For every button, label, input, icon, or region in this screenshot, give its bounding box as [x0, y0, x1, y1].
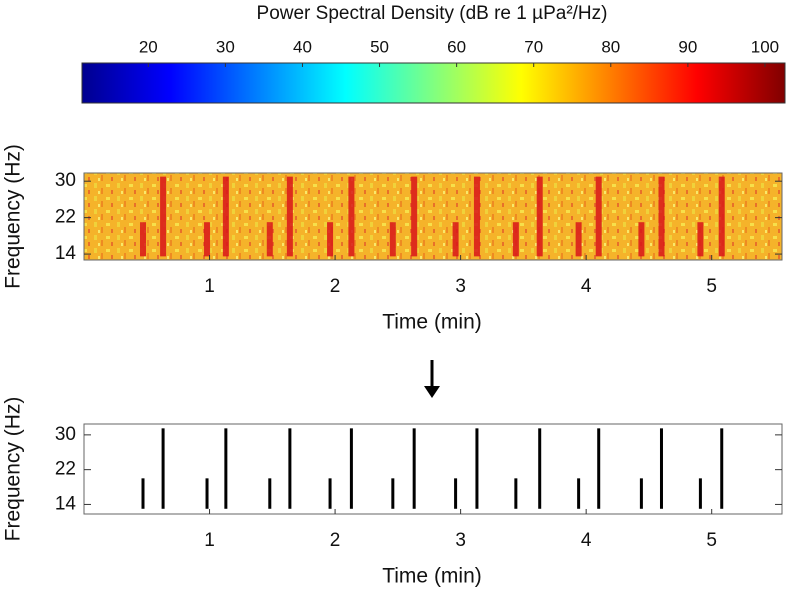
call	[204, 222, 211, 257]
call	[389, 222, 396, 257]
call	[412, 428, 416, 509]
call	[718, 176, 725, 257]
x-tick-label: 4	[581, 276, 592, 297]
plot-area	[83, 423, 783, 515]
y-axis-label: Frequency (Hz)	[2, 397, 25, 542]
call	[475, 428, 479, 509]
arrow-head	[424, 386, 440, 398]
colorbar-tick-label: 30	[216, 37, 235, 56]
call	[452, 222, 459, 257]
call	[658, 176, 665, 257]
call	[348, 176, 355, 257]
call	[659, 428, 663, 509]
call	[597, 428, 601, 509]
call	[720, 428, 724, 509]
call	[349, 428, 353, 509]
y-tick-label: 14	[55, 493, 77, 514]
x-tick-label: 5	[706, 276, 717, 297]
call	[327, 222, 334, 257]
call	[698, 478, 702, 509]
call	[577, 478, 581, 509]
y-tick-label: 30	[55, 424, 76, 445]
colorbar-tick-label: 80	[601, 37, 620, 56]
call	[638, 222, 645, 257]
call	[514, 478, 518, 509]
x-axis-label: Time (min)	[382, 311, 482, 334]
call	[286, 176, 293, 257]
colorbar-tick-label: 20	[139, 37, 158, 56]
colorbar-tick-label: 90	[678, 37, 697, 56]
call	[595, 176, 602, 257]
call	[411, 176, 418, 257]
call	[161, 428, 165, 509]
call	[639, 478, 643, 509]
call	[140, 222, 147, 257]
x-tick-label: 1	[204, 276, 215, 297]
call	[224, 428, 228, 509]
call	[538, 428, 542, 509]
x-tick-label: 4	[581, 530, 592, 551]
call	[222, 176, 229, 257]
x-tick-label: 1	[204, 530, 215, 551]
x-tick-label: 2	[330, 530, 341, 551]
x-tick-label: 5	[706, 530, 717, 551]
y-tick-label: 14	[55, 243, 77, 264]
call	[288, 428, 292, 509]
call	[575, 222, 582, 257]
call	[697, 222, 704, 257]
call	[391, 478, 395, 509]
call	[160, 176, 167, 257]
call	[454, 478, 458, 509]
x-tick-label: 2	[330, 276, 341, 297]
y-tick-label: 22	[55, 207, 76, 228]
y-tick-label: 22	[55, 459, 76, 480]
call	[205, 478, 209, 509]
x-axis-label: Time (min)	[382, 565, 482, 588]
colorbar-tick-label: 60	[447, 37, 466, 56]
x-tick-label: 3	[455, 276, 466, 297]
call	[473, 176, 480, 257]
plot-area	[83, 172, 783, 261]
x-tick-label: 3	[455, 530, 466, 551]
call	[328, 478, 332, 509]
y-axis-label: Frequency (Hz)	[2, 144, 25, 289]
call	[141, 478, 145, 509]
call	[536, 176, 543, 257]
colorbar-title: Power Spectral Density (dB re 1 µPa²/Hz)	[257, 3, 608, 24]
colorbar-tick-label: 40	[293, 37, 312, 56]
colorbar	[81, 62, 786, 104]
call	[266, 222, 273, 257]
call	[512, 222, 519, 257]
colorbar-tick-label: 70	[524, 37, 543, 56]
call	[268, 478, 272, 509]
colorbar-tick-label: 100	[751, 37, 779, 56]
colorbar-tick-label: 50	[370, 37, 389, 56]
y-tick-label: 30	[55, 170, 76, 191]
